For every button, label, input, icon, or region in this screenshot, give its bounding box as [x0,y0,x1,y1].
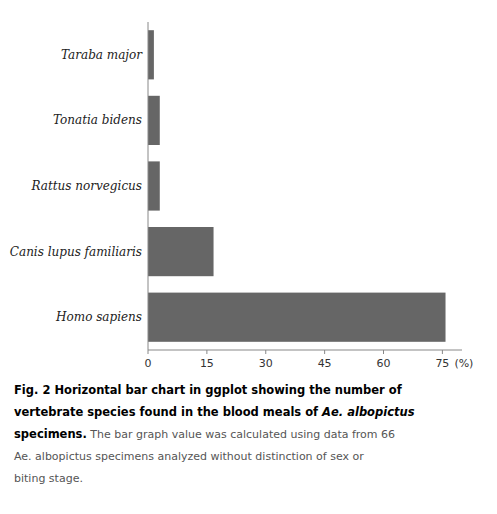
x-tick [148,350,149,354]
caption-text: vertebrate species found in the blood me… [14,405,322,419]
x-axis-line [148,350,462,351]
bar [148,161,160,210]
x-axis-label: (%) [454,357,473,370]
y-tick-label: Canis lupus familiaris [10,245,142,259]
x-tick [206,350,207,354]
bars [148,30,446,342]
x-tick-label: 60 [377,357,391,370]
bar [148,96,160,145]
caption-text: Ae. albopictus specimens analyzed withou… [14,450,364,463]
y-tick-label: Homo sapiens [55,310,142,324]
x-tick [383,350,384,354]
caption-text: biting stage. [14,472,83,485]
x-tick-label: 30 [259,357,273,370]
caption-line: biting stage. [14,472,83,485]
y-tick-label: Rattus norvegicus [30,179,142,193]
caption-line: specimens. The bar graph value was calcu… [14,427,395,441]
y-tick-label: Tonatia bidens [53,113,142,127]
bar [148,227,214,276]
bar [148,30,154,79]
x-tick-label: 15 [200,357,214,370]
chart: 0 15 30 45 60 75 (%) Homo sapiens Canis lupus fa… [0,0,497,514]
caption-line: Ae. albopictus specimens analyzed withou… [14,450,364,463]
x-tick [265,350,266,354]
y-axis-line [148,22,149,350]
caption-text: The bar graph value was calculated using… [87,428,395,441]
y-tick-label: Taraba major [61,48,143,62]
x-tick-label: 45 [318,357,332,370]
caption-text: Fig. 2 Horizontal bar chart in ggplot sh… [14,383,403,397]
caption-line: Fig. 2 Horizontal bar chart in ggplot sh… [14,383,403,397]
x-tick-label: 0 [145,357,152,370]
x-tick [324,350,325,354]
caption-text: Ae. albopictus [321,405,415,419]
x-tick [442,350,443,354]
bar [148,293,446,342]
x-tick-label: 75 [435,357,449,370]
caption-text: specimens. [14,427,87,441]
caption-line: vertebrate species found in the blood me… [14,405,415,419]
